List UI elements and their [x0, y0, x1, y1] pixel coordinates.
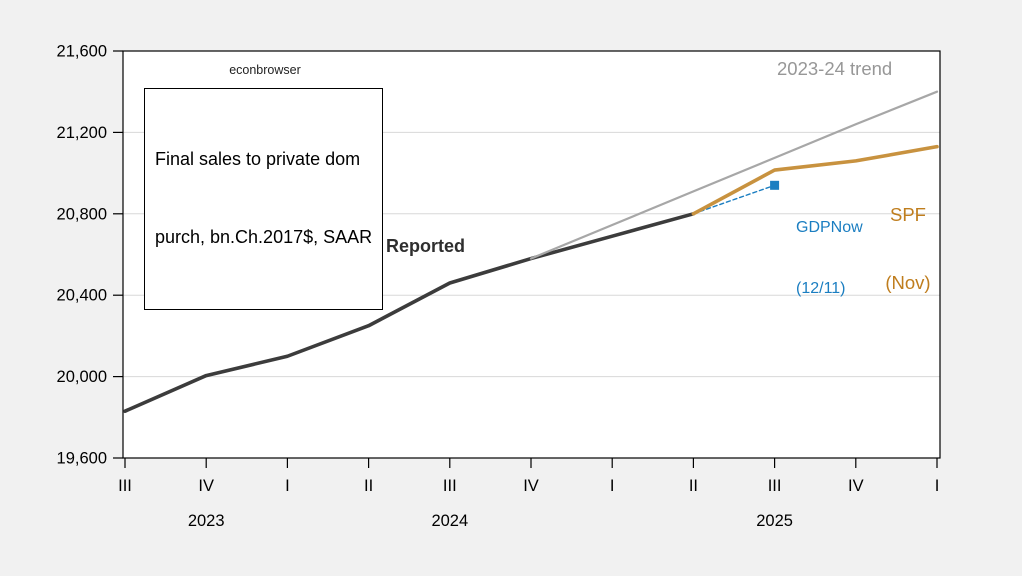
x-tick-label: III [118, 477, 132, 495]
year-label: 2024 [431, 512, 468, 530]
chart-title-box: Final sales to private dom purch, bn.Ch.… [144, 88, 384, 310]
gdpnow-series-label: GDPNow (12/11) [796, 177, 863, 341]
x-tick-label: III [443, 477, 457, 495]
y-tick-label: 20,400 [57, 287, 107, 305]
x-tick-label: IV [523, 477, 539, 495]
x-tick-label: IV [848, 477, 864, 495]
series-line-2023-24-trend [529, 90, 939, 260]
gdpnow-series-label-line-1: GDPNow [796, 218, 863, 236]
chart-title-line-2: purch, bn.Ch.2017$, SAAR [155, 227, 373, 248]
gdpnow-marker [770, 180, 780, 190]
spf-series-label: SPF (Nov) [872, 159, 944, 340]
y-tick-label: 21,600 [57, 43, 107, 61]
x-tick-label: III [768, 477, 782, 495]
gdpnow-series-label-line-2: (12/11) [796, 280, 846, 298]
watermark-text: econbrowser [229, 63, 301, 77]
x-tick-label: I [935, 477, 940, 495]
y-tick-label: 20,000 [57, 368, 107, 386]
trend-series-label: 2023-24 trend [777, 58, 893, 79]
chart-title-line-1: Final sales to private dom [155, 149, 361, 170]
x-tick-label: IV [198, 477, 214, 495]
spf-series-label-line-2: (Nov) [885, 271, 931, 293]
y-tick-label: 21,200 [57, 124, 107, 142]
x-tick-label: II [364, 477, 373, 495]
series-line-reported [123, 212, 696, 413]
spf-series-label-line-1: SPF [890, 204, 926, 226]
series-line-spf-nov- [691, 144, 939, 216]
series-line-gdpnow-12-11- [692, 184, 776, 215]
year-label: 2025 [756, 512, 793, 530]
x-tick-label: II [689, 477, 698, 495]
reported-series-label: Reported [386, 236, 466, 256]
y-tick-label: 20,800 [57, 205, 107, 223]
year-label: 2023 [188, 512, 225, 530]
x-tick-label: I [610, 477, 615, 495]
y-tick-label: 19,600 [57, 450, 107, 468]
x-tick-label: I [285, 477, 290, 495]
